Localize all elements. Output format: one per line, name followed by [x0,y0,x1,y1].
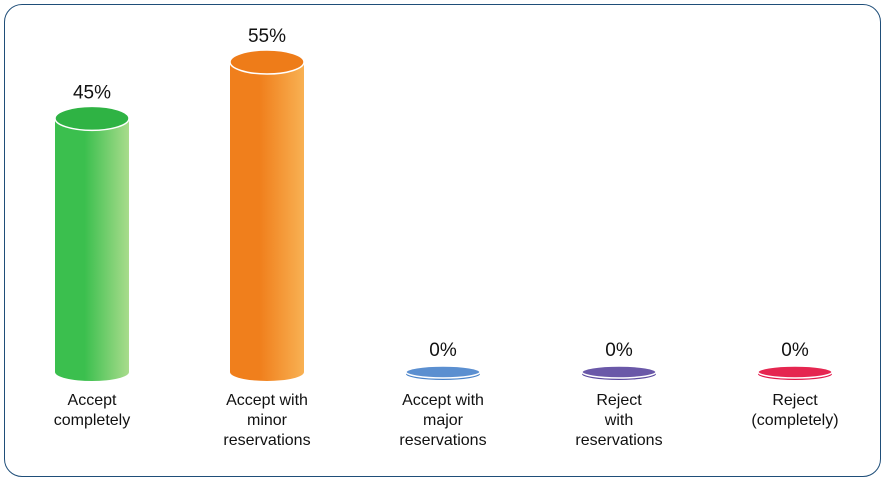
bar-body [55,118,129,381]
category-label: Accept with [226,392,308,409]
bar-top [229,49,305,75]
bar-top [405,365,481,379]
value-label: 0% [605,340,633,361]
category-label: Accept with [402,392,484,409]
category-label: (completely) [751,412,838,429]
category-label: Reject [596,392,642,409]
category-label: minor [247,412,288,429]
value-label: 0% [429,340,457,361]
category-label: major [423,412,464,429]
bar-3: 0% Accept with major reservations [399,340,486,449]
bar-1: 45% Accept completely [54,82,130,429]
bar-body [230,62,304,381]
category-label: Accept [68,392,117,409]
category-label: completely [54,412,130,429]
category-label: reservations [399,432,486,449]
chart-frame [4,4,881,477]
bar-top [581,365,657,379]
value-label: 55% [248,26,286,47]
bar-top [757,365,833,379]
bar-2: 55% Accept with minor reservations [223,26,310,449]
category-label: Reject [772,392,818,409]
bar-4: 0% Reject with reservations [575,340,662,449]
bar-5: 0% Reject (completely) [751,340,838,429]
value-label: 45% [73,82,111,103]
category-label: with [604,412,633,429]
value-label: 0% [781,340,809,361]
category-label: reservations [223,432,310,449]
category-label: reservations [575,432,662,449]
bar-top [54,105,130,132]
